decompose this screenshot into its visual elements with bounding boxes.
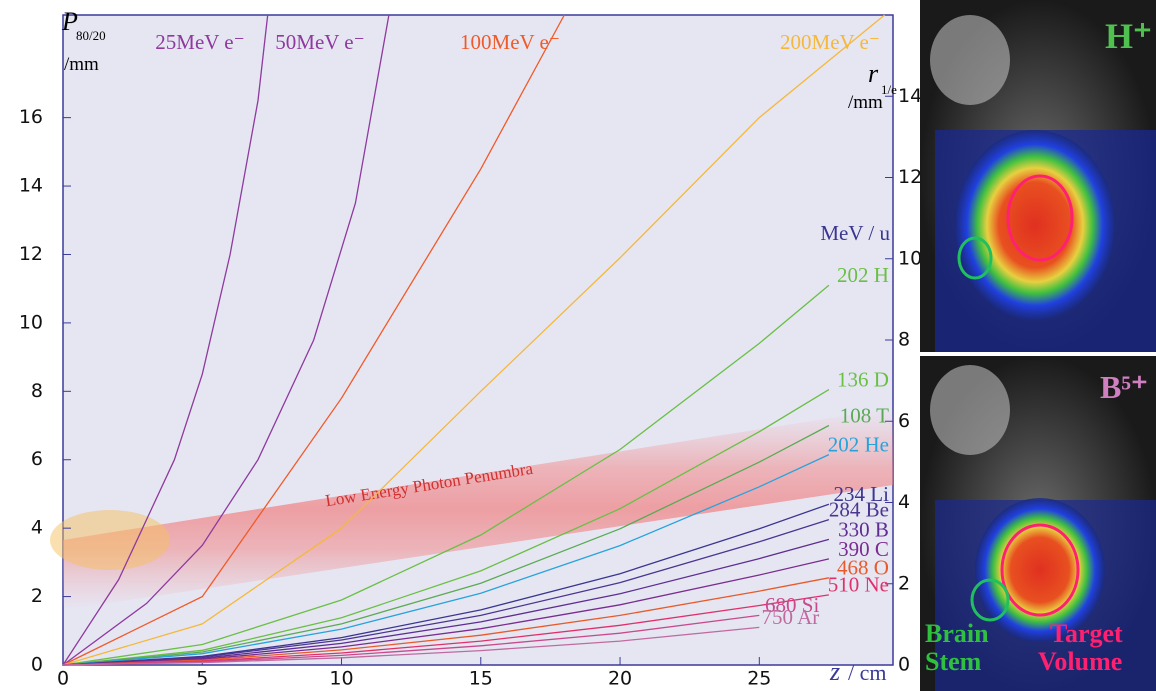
legend-label: 202 H <box>837 263 889 287</box>
stem-label: Brain <box>925 619 989 648</box>
legend-label: 25MeV e⁻ <box>155 30 244 54</box>
y2-tick-label: 12 <box>898 166 922 188</box>
x-tick-label: 0 <box>57 668 69 690</box>
panel-label: H⁺ <box>1105 16 1152 56</box>
y2-label-unit: /mm <box>848 92 883 113</box>
y-label-sub: 80/20 <box>76 28 106 43</box>
ion-heading: MeV / u <box>820 221 890 245</box>
ct-panels: H⁺ B⁵⁺ Brain Stem Target Volume <box>920 0 1156 691</box>
y2-tick-label: 4 <box>898 491 910 513</box>
legend-label: 108 T <box>840 403 889 427</box>
legend-label: 50MeV e⁻ <box>275 30 364 54</box>
y2-tick-label: 14 <box>898 85 922 107</box>
legend-label: 100MeV e⁻ <box>460 30 560 54</box>
legend-label: 136 D <box>837 367 889 391</box>
target-label: Target <box>1050 619 1123 648</box>
x-label: z <box>829 657 840 686</box>
y-tick-label: 6 <box>31 448 43 470</box>
bone <box>930 365 1010 455</box>
y2-label: r <box>868 59 879 88</box>
y-tick-label: 4 <box>31 517 43 539</box>
target-label: Volume <box>1038 647 1122 676</box>
x-tick-label: 25 <box>747 668 771 690</box>
figure: Low Energy Photon Penumbra 0246810121416… <box>0 0 1156 691</box>
x-tick-label: 15 <box>469 668 493 690</box>
y-tick-label: 0 <box>31 654 43 676</box>
y-tick-label: 12 <box>19 243 43 265</box>
bone <box>930 15 1010 105</box>
x-tick-label: 5 <box>196 668 208 690</box>
x-tick-label: 20 <box>608 668 632 690</box>
dose-top <box>955 130 1115 320</box>
panel-label: B⁵⁺ <box>1100 369 1148 405</box>
y-tick-label: 14 <box>19 175 43 197</box>
y2-tick-label: 10 <box>898 247 922 269</box>
y-label-unit: /mm <box>64 54 99 75</box>
y-tick-label: 10 <box>19 311 43 333</box>
y2-tick-label: 2 <box>898 572 910 594</box>
y2-label-sub: 1/e <box>881 82 897 97</box>
y-tick-label: 2 <box>31 585 43 607</box>
y-tick-label: 8 <box>31 380 43 402</box>
y2-tick-label: 6 <box>898 410 910 432</box>
legend-label: 200MeV e⁻ <box>780 30 880 54</box>
x-label-unit: / cm <box>848 660 887 685</box>
legend-label: 750 Ar <box>762 605 820 629</box>
legend-label: 202 He <box>828 432 889 456</box>
y2-tick-label: 8 <box>898 329 910 351</box>
legend-label: 510 Ne <box>828 573 889 597</box>
band-core <box>50 510 170 570</box>
y-tick-label: 16 <box>19 106 43 128</box>
x-tick-label: 10 <box>329 668 353 690</box>
stem-label: Stem <box>925 647 982 676</box>
y2-tick-label: 0 <box>898 654 910 676</box>
